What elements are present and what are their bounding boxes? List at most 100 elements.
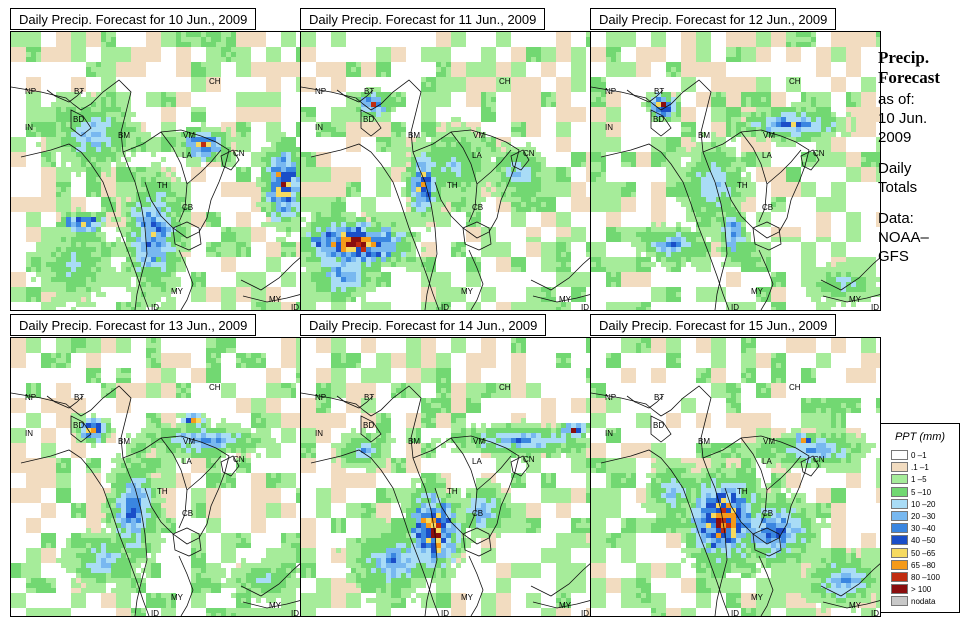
country-label: CH <box>789 77 801 86</box>
boundary-line <box>122 435 230 545</box>
country-label: CN <box>233 149 245 158</box>
country-label: CH <box>499 383 511 392</box>
country-label: TH <box>447 487 458 496</box>
forecast-map: NP BT IN BD BM CH VM LA CN TH CB MY MY ID ID <box>10 31 301 311</box>
boundary-line <box>424 181 438 310</box>
country-label: BM <box>118 437 130 446</box>
boundary-line <box>591 385 716 489</box>
legend-item: 80 –100 <box>891 572 940 583</box>
forecast-panel-12-jun: Daily Precip. Forecast for 12 Jun., 2009… <box>590 8 881 311</box>
boundary-line <box>800 455 820 477</box>
country-label: BD <box>363 421 374 430</box>
boundary-line <box>510 149 530 171</box>
boundary-line <box>220 149 240 171</box>
boundary-line <box>702 435 810 545</box>
country-label: BT <box>654 393 664 402</box>
boundary-line <box>468 555 484 616</box>
country-label: BT <box>74 87 84 96</box>
precip-grid-map: NP BT IN BD BM CH VM LA CN TH CB MY MY ID ID <box>591 338 880 616</box>
legend-item: 40 –50 <box>891 535 935 546</box>
country-label: IN <box>25 123 33 132</box>
daily-label: Daily <box>878 160 912 177</box>
country-label: BT <box>74 393 84 402</box>
boundary-line <box>11 79 136 183</box>
boundary-line <box>301 385 426 489</box>
legend-label: 10 –20 <box>911 499 936 509</box>
boundary-line <box>758 555 774 616</box>
boundary-line <box>412 435 520 545</box>
boundary-line <box>752 527 782 557</box>
country-label: BD <box>653 115 664 124</box>
country-label: VM <box>763 131 775 140</box>
forecast-map: NP BT IN BD BM CH VM LA CN TH CB MY MY ID ID <box>590 31 881 311</box>
legend-swatch <box>891 450 908 460</box>
legend-item: .1 –1 <box>891 462 929 473</box>
boundary-line <box>172 527 202 557</box>
country-label: MY <box>461 287 474 296</box>
boundary-line <box>46 89 84 103</box>
forecast-panel-13-jun: Daily Precip. Forecast for 13 Jun., 2009… <box>10 314 301 617</box>
legend-swatch <box>891 511 908 521</box>
country-label: LA <box>472 457 482 466</box>
country-label: MY <box>751 287 764 296</box>
boundary-line <box>46 395 84 409</box>
country-label: CN <box>233 455 245 464</box>
legend-item: 0 –1 <box>891 450 927 461</box>
country-label: NP <box>605 393 616 402</box>
boundary-line <box>740 131 768 223</box>
heading-line-1: Precip. <box>878 48 930 67</box>
precip-grid-map: NP BT IN BD BM CH VM LA CN TH CB MY MY ID ID <box>301 32 590 310</box>
legend-item: 20 –30 <box>891 511 935 522</box>
country-label: BM <box>698 131 710 140</box>
boundary-line <box>650 109 672 137</box>
precip-grid-map: NP BT IN BD BM CH VM LA CN TH CB MY MY ID ID <box>11 32 300 311</box>
boundary-line <box>242 600 300 609</box>
forecast-info: Precip. Forecast as of: 10 Jun. 2009 Dai… <box>878 48 963 266</box>
legend-label: nodata <box>911 597 936 607</box>
country-label: CB <box>182 509 193 518</box>
country-label: LA <box>182 457 192 466</box>
country-label: BD <box>653 421 664 430</box>
boundary-line <box>650 415 672 443</box>
country-label: CN <box>813 149 825 158</box>
legend-swatch <box>891 547 908 558</box>
country-label: CH <box>789 383 801 392</box>
boundary-line <box>70 109 92 137</box>
country-label: IN <box>605 123 613 132</box>
precip-grid-map: NP BT IN BD BM CH VM LA CN TH CB MY MY ID ID <box>11 338 300 616</box>
legend-label: 5 –10 <box>911 487 932 497</box>
country-label: BT <box>654 87 664 96</box>
boundary-line <box>450 131 478 223</box>
boundary-line <box>468 249 484 310</box>
country-label: CB <box>762 203 773 212</box>
country-label: ID <box>151 303 159 311</box>
boundary-line <box>360 109 382 137</box>
boundary-line <box>412 129 520 239</box>
data-source-1: NOAA– <box>878 229 929 246</box>
forecast-panel-14-jun: Daily Precip. Forecast for 14 Jun., 2009… <box>300 314 591 617</box>
country-label: VM <box>183 437 195 446</box>
forecast-map: NP BT IN BD BM CH VM LA CN TH CB MY MY ID ID <box>300 337 591 617</box>
country-label: CB <box>472 203 483 212</box>
boundary-line <box>360 415 382 443</box>
country-label: BD <box>73 421 84 430</box>
forecast-panel-10-jun: Daily Precip. Forecast for 10 Jun., 2009… <box>10 8 301 311</box>
country-label: CN <box>523 149 535 158</box>
precip-cells <box>301 338 590 616</box>
forecast-map: NP BT IN BD BM CH VM LA CN TH CB MY MY ID ID <box>300 31 591 311</box>
boundary-line <box>424 487 438 616</box>
boundary-line <box>178 555 194 616</box>
data-source-2: GFS <box>878 248 909 265</box>
country-label: LA <box>762 151 772 160</box>
legend-swatch <box>891 559 908 570</box>
boundary-line <box>820 257 880 291</box>
country-label: NP <box>25 87 36 96</box>
boundary-line <box>462 527 492 557</box>
legend-swatch <box>891 535 908 546</box>
heading-line-2: Forecast <box>878 68 940 87</box>
boundary-line <box>740 437 768 529</box>
boundary-line <box>530 257 590 291</box>
legend-item: > 100 <box>891 584 931 595</box>
legend-item: 30 –40 <box>891 523 935 534</box>
boundary-line <box>820 563 880 597</box>
